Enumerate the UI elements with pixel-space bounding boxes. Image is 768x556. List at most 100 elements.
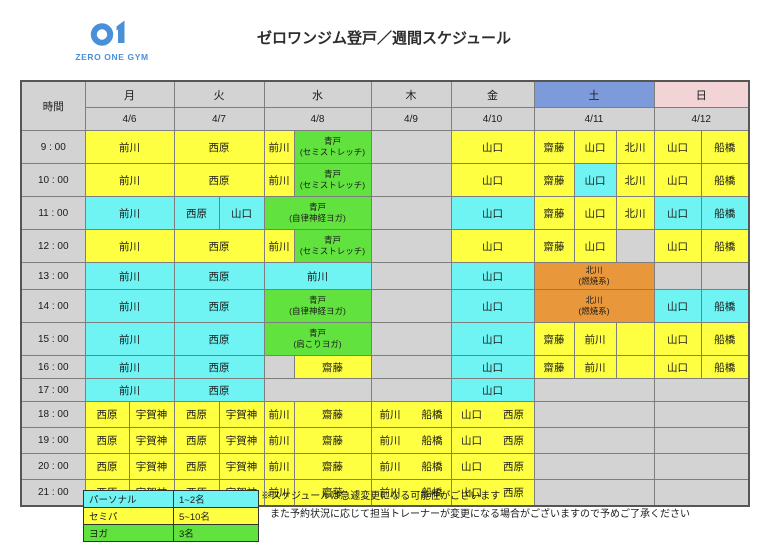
gym-logo: ZERO ONE GYM bbox=[56, 18, 168, 62]
cell-semipa: 西原 bbox=[173, 453, 220, 480]
cell-semipa: 前川 bbox=[263, 453, 295, 480]
day-header: 金 bbox=[450, 80, 535, 108]
logo-mark-icon bbox=[90, 20, 125, 46]
legend-row: ヨガ 3名 bbox=[83, 524, 259, 542]
time-header: 時間 bbox=[20, 80, 86, 131]
date-header: 4/9 bbox=[370, 107, 452, 131]
cell-semipa: 船橋 bbox=[700, 229, 750, 263]
cell-semipa: 船橋 bbox=[700, 130, 750, 164]
cell-semipa: 前川 bbox=[84, 163, 175, 197]
time-cell: 14 : 00 bbox=[20, 289, 86, 323]
cell-semipa: 山口 bbox=[573, 130, 617, 164]
time-cell: 13 : 00 bbox=[20, 262, 86, 290]
cell-empty bbox=[370, 130, 452, 164]
cell-empty bbox=[653, 262, 702, 290]
cell-semipa: 山口 西原 bbox=[450, 401, 535, 428]
cell-personal: 山口 bbox=[653, 289, 702, 323]
cell-semipa: 北川 bbox=[615, 196, 655, 230]
cell-semipa: 前川 bbox=[573, 322, 617, 356]
page-title: ゼロワンジム登戸／週間スケジュール bbox=[257, 30, 511, 47]
cell-empty bbox=[653, 427, 750, 454]
cell-semipa: 西原 bbox=[84, 453, 130, 480]
cell-empty bbox=[370, 229, 452, 263]
cell-semipa: 山口 bbox=[573, 196, 617, 230]
time-cell: 12 : 00 bbox=[20, 229, 86, 263]
cell-empty bbox=[533, 427, 655, 454]
cell-personal: 山口 bbox=[450, 355, 535, 379]
cell-semipa: 前川 bbox=[263, 427, 295, 454]
day-header: 土 bbox=[533, 80, 655, 108]
cell-empty bbox=[615, 355, 655, 379]
date-header: 4/10 bbox=[450, 107, 535, 131]
cell-semipa: 西原 bbox=[84, 401, 130, 428]
cell-semipa: 前川 船橋 bbox=[370, 427, 452, 454]
schedule-row: 12 : 00 前川 西原 前川 青戸 (セミストレッチ) 山口 齋藤 山口 山口 船橋 bbox=[20, 229, 750, 263]
schedule-rows: 9 : 00 前川 西原 前川 青戸 (セミストレッチ) 山口 齋藤 山口 北川 山口 船橋 10 :… bbox=[20, 130, 750, 506]
cell-semipa: 前川 bbox=[84, 130, 175, 164]
cell-semipa: 前川 船橋 bbox=[370, 479, 452, 506]
cell-semipa: 齋藤 bbox=[293, 355, 372, 379]
cell-semipa: 山口 bbox=[653, 163, 702, 197]
cell-yoga: 青戸 (肩こりヨガ) bbox=[263, 322, 372, 356]
cell-empty bbox=[370, 262, 452, 290]
cell-semipa: 山口 bbox=[573, 229, 617, 263]
cell-semipa: 前川 bbox=[573, 355, 617, 379]
cell-semipa: 西原 bbox=[173, 163, 265, 197]
time-cell: 10 : 00 bbox=[20, 163, 86, 197]
legend-row: セミパ 5~10名 bbox=[83, 507, 259, 525]
schedule-row: 18 : 00 西原 宇賀神 西原 宇賀神 前川 齋藤 前川 船橋 山口 西原 bbox=[20, 401, 750, 428]
schedule-row: 13 : 00 前川 西原 前川 山口 北川 (燃焼系) bbox=[20, 262, 750, 290]
day-header: 木 bbox=[370, 80, 452, 108]
cell-yoga: 青戸 (自律神経ヨガ) bbox=[263, 196, 372, 230]
cell-semipa: 北川 bbox=[615, 130, 655, 164]
cell-empty bbox=[653, 453, 750, 480]
cell-semipa: 前川 船橋 bbox=[370, 453, 452, 480]
legend-capacity: 3名 bbox=[173, 524, 259, 542]
time-cell: 19 : 00 bbox=[20, 427, 86, 454]
date-header: 4/7 bbox=[173, 107, 265, 131]
cell-personal: 前川 bbox=[84, 196, 175, 230]
cell-empty bbox=[653, 401, 750, 428]
cell-semipa: 宇賀神 bbox=[128, 401, 175, 428]
cell-semipa: 船橋 bbox=[700, 163, 750, 197]
cell-empty bbox=[370, 322, 452, 356]
cell-empty bbox=[263, 378, 372, 402]
cell-empty bbox=[370, 163, 452, 197]
cell-semipa: 宇賀神 bbox=[128, 453, 175, 480]
cell-personal: 前川 bbox=[84, 322, 175, 356]
cell-personal: 西原 bbox=[173, 378, 265, 402]
legend-row: パーソナル 1~2名 bbox=[83, 490, 259, 508]
cell-semipa: 前川 船橋 bbox=[370, 401, 452, 428]
cell-personal: 山口 bbox=[450, 196, 535, 230]
cell-semipa: 齋藤 bbox=[533, 229, 575, 263]
cell-semipa: 山口 bbox=[450, 130, 535, 164]
day-header: 日 bbox=[653, 80, 750, 108]
schedule-head: 時間月火水木金土日 4/6 4/7 4/8 4/9 4/10 4/11 4/12 bbox=[20, 80, 750, 131]
cell-semipa: 山口 bbox=[653, 229, 702, 263]
time-cell: 20 : 00 bbox=[20, 453, 86, 480]
cell-semipa: 山口 西原 bbox=[450, 453, 535, 480]
cell-semipa: 西原 bbox=[173, 229, 265, 263]
cell-semipa: 齋藤 bbox=[293, 453, 372, 480]
cell-semipa: 山口 西原 bbox=[450, 427, 535, 454]
cell-personal: 山口 bbox=[218, 196, 265, 230]
cell-empty bbox=[653, 479, 750, 506]
cell-semipa: 齋藤 bbox=[533, 196, 575, 230]
cell-personal: 西原 bbox=[173, 355, 265, 379]
time-cell: 17 : 00 bbox=[20, 378, 86, 402]
cell-personal: 前川 bbox=[263, 262, 372, 290]
cell-personal: 山口 bbox=[450, 322, 535, 356]
time-cell: 15 : 00 bbox=[20, 322, 86, 356]
cell-semipa: 山口 bbox=[450, 163, 535, 197]
cell-empty bbox=[370, 378, 452, 402]
cell-yoga: 青戸 (セミストレッチ) bbox=[293, 163, 372, 197]
cell-semipa: 宇賀神 bbox=[218, 453, 265, 480]
schedule-row: 20 : 00 西原 宇賀神 西原 宇賀神 前川 齋藤 前川 船橋 山口 西原 bbox=[20, 453, 750, 480]
cell-personal: 前川 bbox=[84, 262, 175, 290]
legend-rows: パーソナル 1~2名 セミパ 5~10名 ヨガ 3名 bbox=[83, 490, 259, 542]
cell-semipa: 齋藤 bbox=[533, 322, 575, 356]
cell-semipa: 西原 bbox=[173, 401, 220, 428]
cell-empty bbox=[615, 229, 655, 263]
date-header: 4/12 bbox=[653, 107, 750, 131]
logo-text: ZERO ONE GYM bbox=[75, 52, 149, 62]
